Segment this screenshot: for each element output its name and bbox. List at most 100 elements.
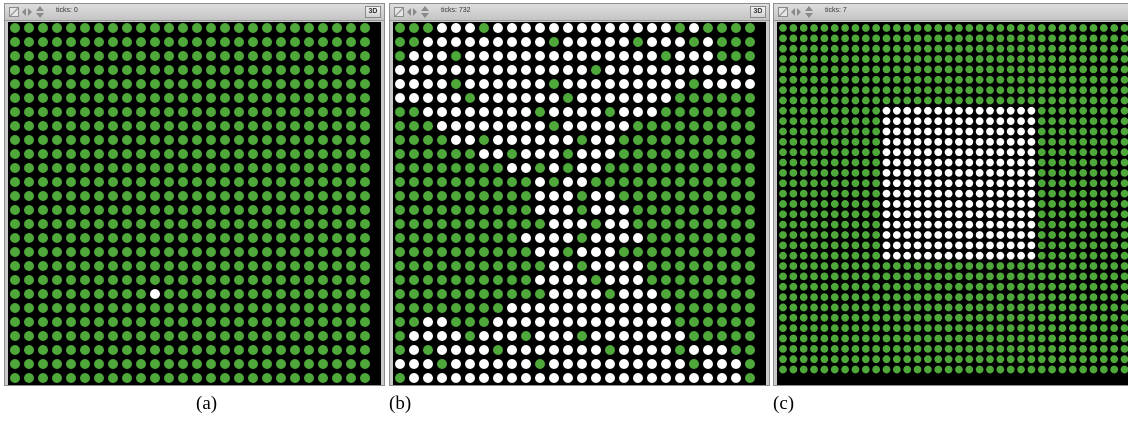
green-agent [94,93,104,103]
green-agent [861,272,870,281]
green-agent [304,93,314,103]
green-agent [262,191,272,201]
horizontal-arrows-icon[interactable] [22,7,32,17]
green-agent [276,261,286,271]
green-agent [122,289,132,299]
white-agent [975,251,984,260]
white-agent [882,117,891,126]
green-agent [122,219,132,229]
green-agent [779,179,787,188]
white-agent [619,275,629,285]
green-agent [779,355,787,364]
white-agent [549,191,559,201]
green-agent [437,303,447,313]
green-agent [975,272,984,281]
white-agent [882,231,891,239]
green-agent [1068,231,1077,239]
green-agent [661,107,671,117]
green-agent [955,96,963,105]
green-agent [220,37,230,47]
green-agent [80,303,90,313]
green-agent [1110,127,1119,136]
resize-icon[interactable] [9,7,19,17]
green-agent [234,163,244,173]
resize-icon[interactable] [394,7,404,17]
green-agent [262,219,272,229]
green-agent [262,247,272,257]
green-agent [965,75,974,84]
green-agent [1079,303,1088,312]
vertical-arrows-icon[interactable] [804,6,814,18]
white-agent [465,373,475,383]
resize-icon[interactable] [778,7,788,17]
white-agent [437,65,447,75]
green-agent [1068,282,1077,291]
green-agent [903,282,912,291]
green-agent [360,303,370,313]
green-agent [178,177,188,187]
green-agent [661,205,671,215]
green-agent [276,331,286,341]
green-agent [108,107,118,117]
green-agent [318,247,328,257]
white-agent [633,261,643,271]
world-view[interactable] [393,22,766,385]
white-agent [1027,106,1036,115]
green-agent [80,79,90,89]
white-agent [647,345,657,355]
green-agent [717,93,727,103]
green-agent [1068,365,1077,374]
green-agent [851,55,860,63]
white-agent [1017,231,1025,239]
green-agent [1089,117,1098,126]
green-agent [799,365,808,374]
vertical-arrows-icon[interactable] [35,6,45,18]
green-agent [206,177,216,187]
green-agent [1079,210,1088,219]
green-agent [1120,96,1128,105]
green-agent [122,191,132,201]
green-agent [290,65,300,75]
green-agent [1110,344,1119,353]
green-agent [493,345,503,355]
vertical-arrows-icon[interactable] [420,6,430,18]
white-agent [892,137,901,146]
green-agent [913,24,922,32]
horizontal-arrows-icon[interactable] [407,7,417,17]
world-view[interactable] [8,22,381,385]
white-agent [1006,210,1015,219]
green-agent [661,177,671,187]
white-agent [619,79,629,89]
green-agent [1058,313,1067,322]
white-agent [549,275,559,285]
green-agent [206,65,216,75]
white-agent [423,51,433,61]
green-agent [830,241,839,250]
white-agent [934,127,943,136]
white-agent [591,79,601,89]
green-agent [1068,24,1077,32]
white-agent [1006,179,1015,188]
green-agent [820,55,829,63]
white-agent [619,373,629,383]
green-agent [1079,179,1088,188]
white-agent [563,51,573,61]
green-agent [872,86,881,94]
green-agent [122,79,132,89]
green-agent [820,200,829,208]
green-agent [192,191,202,201]
white-agent [924,117,932,126]
ticks-counter: ticks: 7 [825,7,847,14]
3d-view-button[interactable]: 3D [365,6,381,18]
white-agent [409,51,419,61]
horizontal-arrows-icon[interactable] [791,7,801,17]
green-agent [717,149,727,159]
green-agent [903,55,912,63]
green-agent [479,275,489,285]
green-agent [851,210,860,219]
3d-view-button[interactable]: 3D [750,6,766,18]
green-agent [717,233,727,243]
world-view[interactable] [777,22,1128,385]
green-agent [745,121,755,131]
white-agent [507,303,517,313]
